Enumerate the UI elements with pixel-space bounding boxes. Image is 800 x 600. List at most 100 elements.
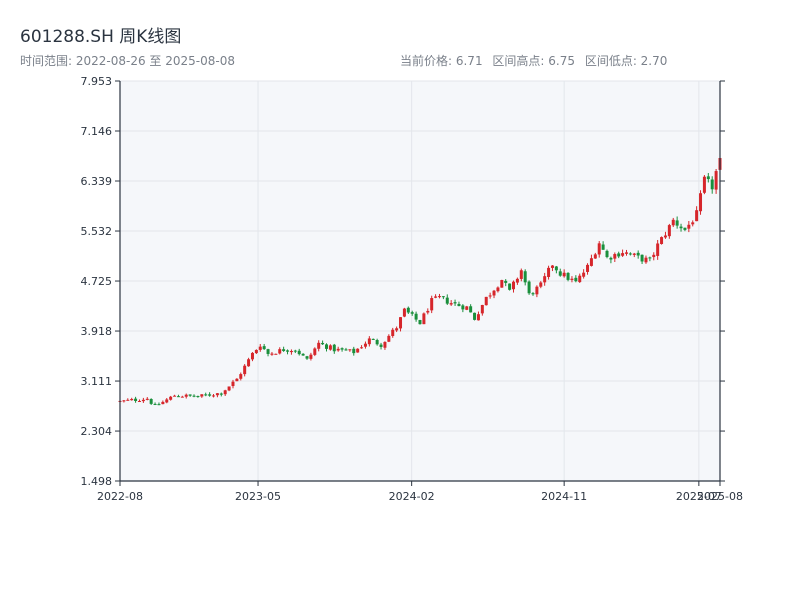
candle-body bbox=[352, 348, 356, 354]
candle-body bbox=[465, 306, 469, 310]
candle-body bbox=[578, 275, 582, 283]
y-tick-label: 3.111 bbox=[81, 375, 113, 388]
candle-body bbox=[258, 346, 262, 350]
candle-body bbox=[515, 278, 519, 283]
candle-body bbox=[262, 346, 266, 350]
candle-body bbox=[250, 352, 254, 360]
y-tick-label: 5.532 bbox=[81, 225, 113, 238]
candles bbox=[118, 154, 722, 406]
candle-body bbox=[430, 298, 434, 311]
candle-body bbox=[247, 359, 251, 367]
candle-body bbox=[547, 267, 551, 277]
candle-body bbox=[710, 179, 714, 190]
candle-body bbox=[399, 317, 403, 329]
y-tick-label: 1.498 bbox=[81, 475, 113, 488]
candle-body bbox=[570, 278, 574, 280]
candle-body bbox=[418, 320, 422, 325]
candle-body bbox=[621, 253, 625, 256]
candle-body bbox=[282, 349, 286, 352]
candle-body bbox=[278, 349, 282, 354]
candle-body bbox=[293, 350, 297, 352]
x-tick-label: 2023-05 bbox=[235, 490, 281, 503]
candle-body bbox=[652, 254, 656, 258]
candle-body bbox=[379, 344, 383, 347]
candle-body bbox=[586, 264, 590, 272]
candle-body bbox=[313, 348, 317, 355]
candle-body bbox=[188, 394, 192, 396]
range-low-text: 区间低点: 2.70 bbox=[584, 54, 668, 68]
candle-body bbox=[137, 400, 141, 402]
candle-body bbox=[613, 254, 617, 259]
candle-body bbox=[480, 304, 484, 314]
candle-body bbox=[508, 283, 512, 290]
candle-body bbox=[636, 252, 640, 256]
candle-body bbox=[227, 386, 231, 391]
candle-body bbox=[527, 281, 531, 294]
candle-body bbox=[204, 394, 208, 396]
candle-body bbox=[484, 296, 488, 306]
candle-body bbox=[660, 237, 664, 244]
x-tick-label: 2024-11 bbox=[541, 490, 587, 503]
candle-body bbox=[387, 335, 391, 342]
candle-body bbox=[286, 350, 290, 352]
candle-body bbox=[126, 399, 130, 401]
candle-body bbox=[699, 193, 703, 212]
candle-body bbox=[122, 400, 126, 402]
candle-body bbox=[145, 398, 149, 400]
candle-body bbox=[589, 258, 593, 266]
candle-body bbox=[270, 353, 274, 355]
candle-body bbox=[274, 353, 278, 355]
candle-body bbox=[289, 350, 293, 353]
candle-body bbox=[628, 253, 632, 255]
candle-body bbox=[441, 296, 445, 298]
x-tick-label: 2024-02 bbox=[389, 490, 435, 503]
candle-body bbox=[574, 277, 578, 282]
candle-body bbox=[644, 257, 648, 263]
candle-body bbox=[426, 310, 430, 313]
candle-body bbox=[414, 313, 418, 320]
candle-body bbox=[562, 272, 566, 277]
candle-body bbox=[496, 287, 500, 292]
candle-body bbox=[184, 394, 188, 397]
x-tick-label: 2025-07 bbox=[676, 490, 722, 503]
candle-body bbox=[356, 348, 360, 353]
candle-body bbox=[223, 390, 227, 395]
candle-body bbox=[239, 374, 243, 379]
candle-body bbox=[196, 396, 200, 398]
candle-body bbox=[656, 243, 660, 256]
candle-body bbox=[192, 395, 196, 397]
candle-body bbox=[360, 347, 364, 349]
y-tick-label: 2.304 bbox=[81, 425, 113, 438]
candle-body bbox=[500, 280, 504, 288]
candle-body bbox=[161, 401, 165, 405]
y-tick-label: 7.953 bbox=[81, 75, 113, 88]
grid-lines bbox=[119, 80, 721, 482]
candle-body bbox=[453, 302, 457, 304]
candle-body bbox=[434, 296, 438, 298]
candle-body bbox=[176, 396, 180, 398]
candle-body bbox=[422, 313, 426, 325]
candle-body bbox=[212, 395, 216, 397]
candle-body bbox=[344, 349, 348, 351]
chart-title: 601288.SH 周K线图 bbox=[20, 27, 182, 47]
y-tick-label: 4.725 bbox=[81, 275, 113, 288]
candle-body bbox=[601, 244, 605, 250]
candle-body bbox=[231, 381, 235, 387]
candle-body bbox=[457, 303, 461, 307]
candle-body bbox=[153, 403, 157, 405]
candle-body bbox=[663, 235, 667, 238]
candle-body bbox=[609, 257, 613, 260]
candle-body bbox=[173, 395, 177, 397]
candle-body bbox=[309, 354, 313, 359]
candle-body bbox=[632, 253, 636, 255]
candle-body bbox=[317, 342, 321, 349]
candle-body bbox=[706, 176, 710, 180]
candle-body bbox=[332, 344, 336, 352]
current-price-text: 当前价格: 6.71 bbox=[400, 54, 483, 68]
candle-body bbox=[297, 350, 301, 355]
candle-body bbox=[391, 329, 395, 336]
candle-body bbox=[406, 307, 410, 313]
candle-body bbox=[469, 306, 473, 313]
candle-body bbox=[383, 341, 387, 348]
